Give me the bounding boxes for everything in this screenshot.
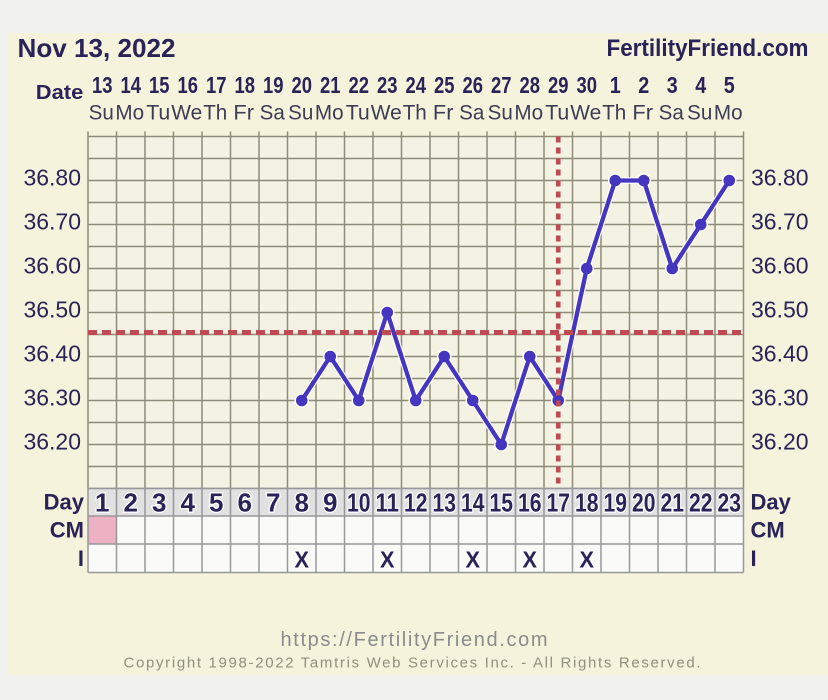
svg-text:Nov 13, 2022: Nov 13, 2022 [18, 33, 176, 63]
svg-text:36.20: 36.20 [751, 429, 809, 455]
svg-text:3: 3 [667, 72, 678, 98]
svg-text:20: 20 [292, 72, 313, 98]
svg-text:Su: Su [687, 101, 712, 125]
svg-text:10: 10 [347, 488, 371, 518]
svg-text:30: 30 [577, 72, 598, 98]
svg-text:Su: Su [288, 101, 313, 125]
svg-text:We: We [171, 101, 202, 125]
svg-text:Mo: Mo [514, 101, 543, 125]
svg-text:22: 22 [689, 488, 713, 518]
svg-text:36.40: 36.40 [23, 341, 81, 367]
svg-text:X: X [466, 547, 481, 573]
svg-text:CM: CM [751, 517, 785, 542]
svg-text:15: 15 [490, 488, 514, 518]
svg-text:Sa: Sa [659, 101, 684, 125]
svg-text:36.50: 36.50 [23, 297, 81, 323]
svg-text:Fr: Fr [433, 101, 454, 125]
svg-text:8: 8 [295, 488, 309, 518]
svg-text:20: 20 [632, 488, 656, 518]
svg-text:Tu: Tu [346, 101, 370, 125]
svg-text:Tu: Tu [146, 101, 170, 125]
svg-text:23: 23 [377, 72, 398, 98]
svg-text:23: 23 [718, 488, 742, 518]
svg-text:3: 3 [152, 488, 166, 518]
svg-text:2: 2 [124, 488, 138, 518]
svg-text:X: X [523, 547, 538, 573]
svg-text:24: 24 [406, 72, 427, 98]
svg-text:25: 25 [434, 72, 455, 98]
svg-text:26: 26 [463, 72, 484, 98]
svg-text:36.40: 36.40 [751, 341, 809, 367]
svg-text:Day: Day [751, 490, 792, 515]
svg-text:12: 12 [404, 488, 428, 518]
svg-text:Tu: Tu [545, 101, 569, 125]
svg-text:36.70: 36.70 [751, 209, 809, 235]
svg-text:14: 14 [461, 488, 485, 518]
svg-text:19: 19 [604, 488, 628, 518]
svg-text:36.60: 36.60 [751, 253, 809, 279]
svg-text:13: 13 [92, 72, 113, 98]
svg-text:18: 18 [235, 72, 256, 98]
svg-text:FertilityFriend.com: FertilityFriend.com [607, 35, 809, 62]
svg-text:17: 17 [547, 488, 571, 518]
svg-text:36.80: 36.80 [23, 165, 81, 191]
svg-text:36.50: 36.50 [751, 297, 809, 323]
svg-text:1: 1 [610, 72, 621, 98]
svg-text:Date: Date [36, 81, 84, 104]
svg-text:We: We [570, 101, 601, 125]
svg-text:16: 16 [518, 488, 542, 518]
svg-text:2: 2 [638, 72, 649, 98]
svg-text:21: 21 [320, 72, 341, 98]
svg-text:36.30: 36.30 [23, 385, 81, 411]
svg-text:13: 13 [433, 488, 457, 518]
svg-text:Th: Th [203, 101, 227, 125]
svg-text:36.20: 36.20 [23, 429, 81, 455]
svg-text:5: 5 [724, 72, 735, 98]
svg-text:1: 1 [95, 488, 109, 518]
svg-text:15: 15 [149, 72, 170, 98]
svg-text:4: 4 [695, 72, 706, 98]
svg-text:16: 16 [178, 72, 199, 98]
svg-text:7: 7 [266, 488, 280, 518]
svg-text:27: 27 [491, 72, 512, 98]
svg-text:We: We [371, 101, 402, 125]
svg-text:9: 9 [323, 488, 337, 518]
svg-text:28: 28 [520, 72, 541, 98]
svg-text:https://FertilityFriend.com: https://FertilityFriend.com [281, 629, 548, 651]
svg-text:5: 5 [209, 488, 223, 518]
svg-text:Th: Th [403, 101, 427, 125]
svg-text:X: X [380, 547, 395, 573]
svg-text:36.60: 36.60 [23, 253, 81, 279]
svg-text:Fr: Fr [632, 101, 653, 125]
svg-text:19: 19 [263, 72, 284, 98]
svg-text:29: 29 [548, 72, 569, 98]
svg-text:22: 22 [349, 72, 370, 98]
svg-text:I: I [751, 546, 757, 571]
svg-text:36.70: 36.70 [23, 209, 81, 235]
svg-text:Mo: Mo [315, 101, 344, 125]
svg-text:Day: Day [44, 490, 85, 515]
svg-text:Fr: Fr [233, 101, 254, 125]
svg-text:I: I [78, 546, 84, 571]
svg-text:Sa: Sa [260, 101, 285, 125]
svg-text:Th: Th [602, 101, 626, 125]
svg-text:17: 17 [206, 72, 227, 98]
svg-text:21: 21 [661, 488, 685, 518]
svg-text:Mo: Mo [115, 101, 144, 125]
svg-text:6: 6 [238, 488, 252, 518]
svg-text:CM: CM [50, 517, 84, 542]
svg-text:36.30: 36.30 [751, 385, 809, 411]
svg-text:Copyright 1998-2022 Tamtris We: Copyright 1998-2022 Tamtris Web Services… [124, 655, 701, 672]
svg-text:18: 18 [575, 488, 599, 518]
svg-text:36.80: 36.80 [751, 165, 809, 191]
svg-text:Sa: Sa [459, 101, 484, 125]
svg-text:Su: Su [488, 101, 513, 125]
svg-text:Mo: Mo [714, 101, 743, 125]
svg-text:X: X [580, 547, 595, 573]
svg-text:X: X [295, 547, 310, 573]
svg-text:Su: Su [89, 101, 114, 125]
svg-text:11: 11 [376, 488, 400, 518]
svg-text:4: 4 [181, 488, 196, 518]
svg-text:14: 14 [121, 72, 142, 98]
